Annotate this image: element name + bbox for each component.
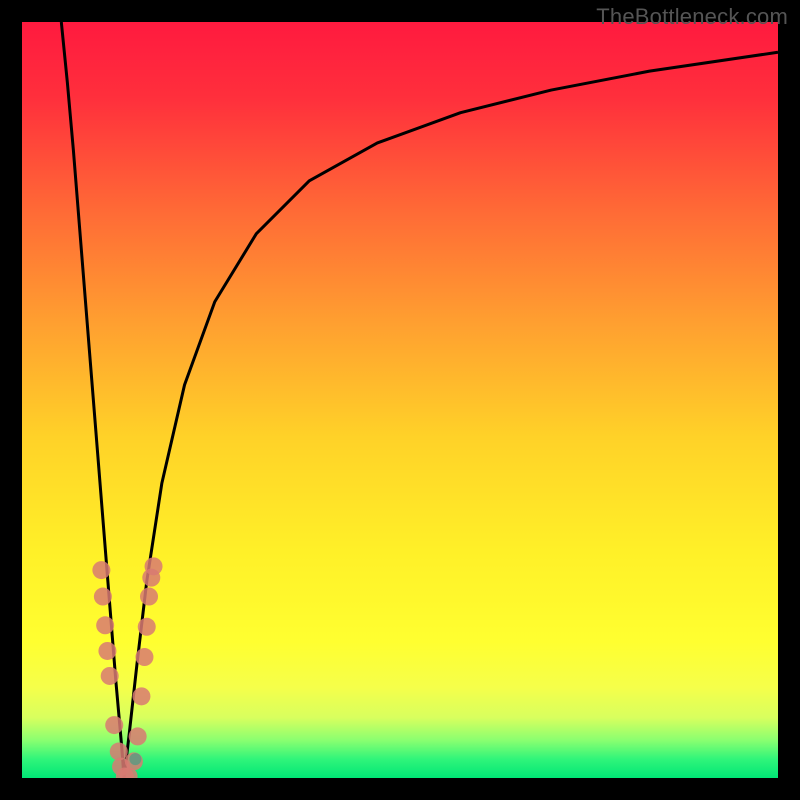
data-marker [138,618,156,636]
data-marker [132,687,150,705]
data-marker [110,743,128,761]
data-marker [105,716,123,734]
data-marker [145,557,163,575]
data-marker [92,561,110,579]
chart-svg [0,0,800,800]
watermark-text: TheBottleneck.com [596,4,788,30]
bottleneck-chart: TheBottleneck.com [0,0,800,800]
data-marker [94,588,112,606]
data-marker [135,648,153,666]
data-marker [96,616,114,634]
data-marker [140,588,158,606]
data-marker [129,727,147,745]
highlight-marker [129,753,141,765]
data-marker [101,667,119,685]
data-marker [98,642,116,660]
